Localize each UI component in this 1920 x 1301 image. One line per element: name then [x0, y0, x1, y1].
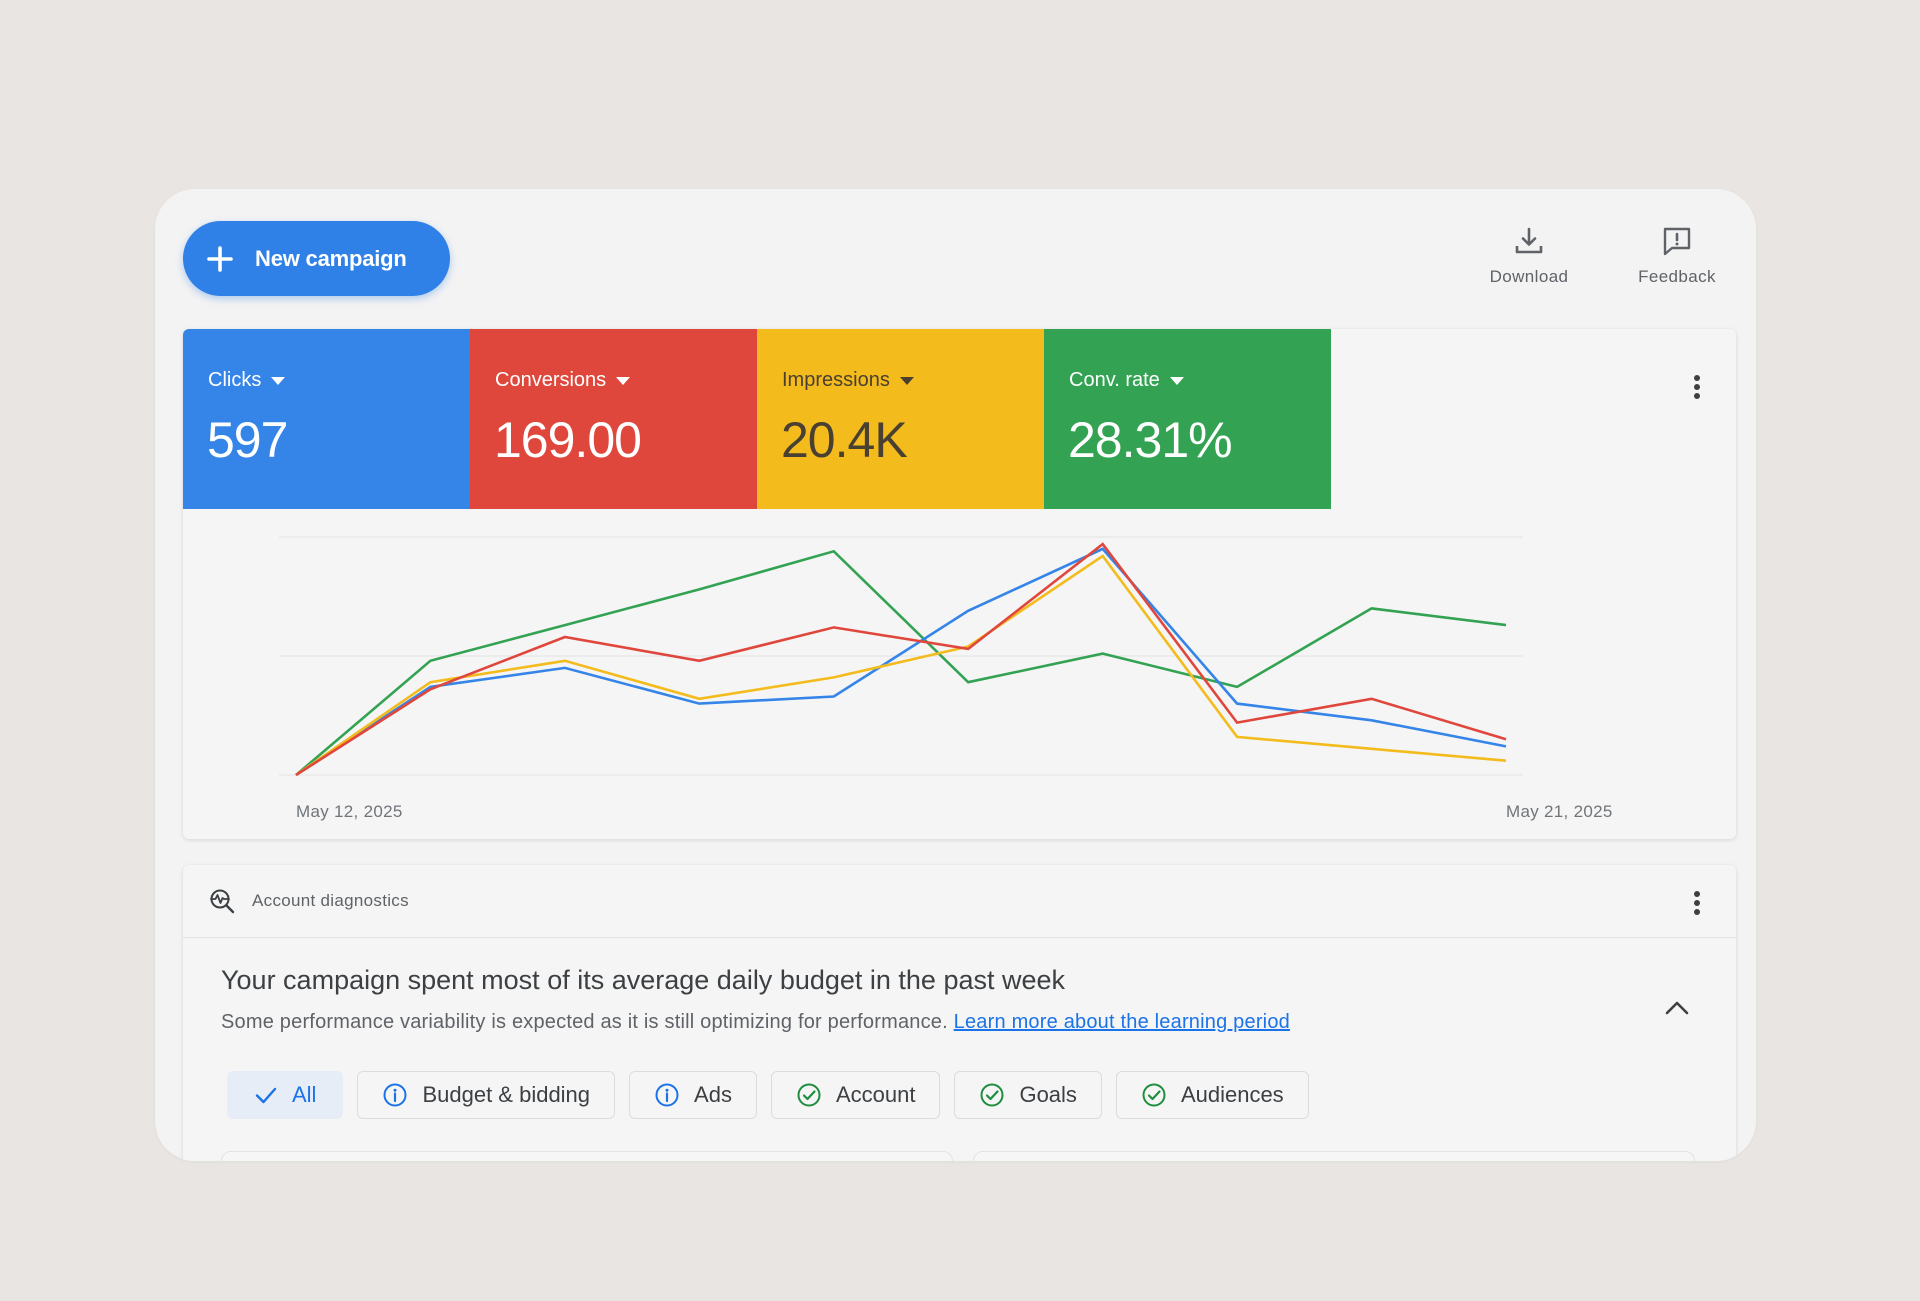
scorecard-clicks-value: 597 [207, 412, 288, 468]
scorecard-impressions-label: Impressions [782, 369, 890, 391]
account-diagnostics-panel: Account diagnostics Your campaign spent … [183, 865, 1736, 1161]
more-vert-icon [1694, 891, 1700, 897]
filter-chip-label: Budget & bidding [422, 1082, 591, 1107]
download-label: Download [1489, 267, 1569, 286]
scorecard-conversions-value: 169.00 [494, 412, 642, 468]
check-icon [255, 1087, 277, 1104]
info-icon [383, 1083, 407, 1107]
scorecard-conversions-label: Conversions [495, 369, 607, 391]
filter-chip-audiences[interactable]: Audiences [1115, 1071, 1309, 1119]
collapse-chevron-up-icon[interactable] [1657, 988, 1697, 1028]
new-campaign-label: New campaign [255, 245, 407, 271]
filter-chip-label: All [292, 1082, 317, 1107]
check-circle-icon [980, 1083, 1004, 1107]
info-icon [655, 1083, 679, 1107]
scorecard-conv-rate-value: 28.31% [1068, 412, 1233, 468]
feedback-label: Feedback [1638, 267, 1716, 286]
scorecard-conversions-metric-selector[interactable]: Conversions [495, 369, 631, 392]
diagnostic-detail-card[interactable] [221, 1151, 953, 1161]
diagnostics-icon [210, 889, 235, 914]
feedback-icon [1663, 227, 1691, 256]
x-axis-start-label: May 12, 2025 [296, 802, 403, 821]
scorecard-impressions-value: 20.4K [781, 412, 908, 468]
dropdown-arrow-icon [271, 376, 286, 385]
performance-panel: Clicks 597 Conversions 169.00 Impression… [183, 329, 1736, 839]
dropdown-arrow-icon [1169, 376, 1184, 385]
filter-chip-budget-bidding[interactable]: Budget & bidding [357, 1071, 616, 1119]
scorecard-conversions[interactable]: Conversions 169.00 [470, 329, 757, 509]
diagnostics-title: Account diagnostics [252, 891, 409, 910]
dropdown-arrow-icon [899, 376, 914, 385]
filter-chip-label: Goals [1019, 1082, 1077, 1107]
scorecard-clicks-label: Clicks [208, 369, 262, 391]
check-circle-icon [1142, 1083, 1166, 1107]
filter-chip-goals[interactable]: Goals [954, 1071, 1102, 1119]
new-campaign-button[interactable]: New campaign [183, 221, 450, 296]
performance-line-chart [279, 536, 1523, 777]
filter-chip-ads[interactable]: Ads [629, 1071, 757, 1119]
diagnostics-more-options-button[interactable] [1685, 887, 1709, 919]
learning-period-link[interactable]: Learn more about the learning period [953, 1011, 1290, 1033]
dropdown-arrow-icon [616, 376, 631, 385]
scorecard-clicks-metric-selector[interactable]: Clicks [208, 369, 286, 392]
series-line-impressions [295, 554, 1507, 777]
scorecard-impressions-metric-selector[interactable]: Impressions [782, 369, 914, 392]
scorecard-conv-rate-metric-selector[interactable]: Conv. rate [1069, 369, 1184, 392]
check-circle-icon [797, 1083, 821, 1107]
scorecard-impressions[interactable]: Impressions 20.4K [757, 329, 1044, 509]
filter-chip-label: Audiences [1180, 1082, 1284, 1107]
diagnostics-headline: Your campaign spent most of its average … [221, 965, 1066, 995]
scorecard-conv-rate-label: Conv. rate [1069, 369, 1160, 391]
diagnostics-header: Account diagnostics [183, 865, 1736, 938]
scorecard-clicks[interactable]: Clicks 597 [183, 329, 470, 509]
overview-card: New campaign Download Feedback Clicks 59… [155, 189, 1756, 1161]
diagnostics-filter-chips: All Budget & bidding Ads [227, 1071, 1309, 1119]
diagnostics-subtext: Some performance variability is expected… [221, 1011, 1290, 1034]
series-line-conversions [295, 542, 1507, 777]
series-line-conv-rate [295, 549, 1507, 776]
filter-chip-account[interactable]: Account [770, 1071, 941, 1119]
download-icon [1515, 227, 1543, 254]
plus-icon [207, 245, 233, 272]
more-vert-icon [1694, 375, 1700, 381]
filter-chip-label: Ads [694, 1082, 732, 1107]
filter-chip-label: Account [835, 1082, 916, 1107]
diagnostic-detail-card[interactable] [973, 1151, 1695, 1161]
download-button[interactable]: Download [1474, 225, 1584, 287]
scorecard-conv-rate[interactable]: Conv. rate 28.31% [1044, 329, 1331, 509]
filter-chip-all[interactable]: All [227, 1071, 344, 1119]
chart-more-options-button[interactable] [1685, 371, 1709, 403]
x-axis-end-label: May 21, 2025 [1506, 802, 1613, 821]
diagnostics-subtext-body: Some performance variability is expected… [221, 1011, 948, 1033]
feedback-button[interactable]: Feedback [1622, 225, 1732, 287]
